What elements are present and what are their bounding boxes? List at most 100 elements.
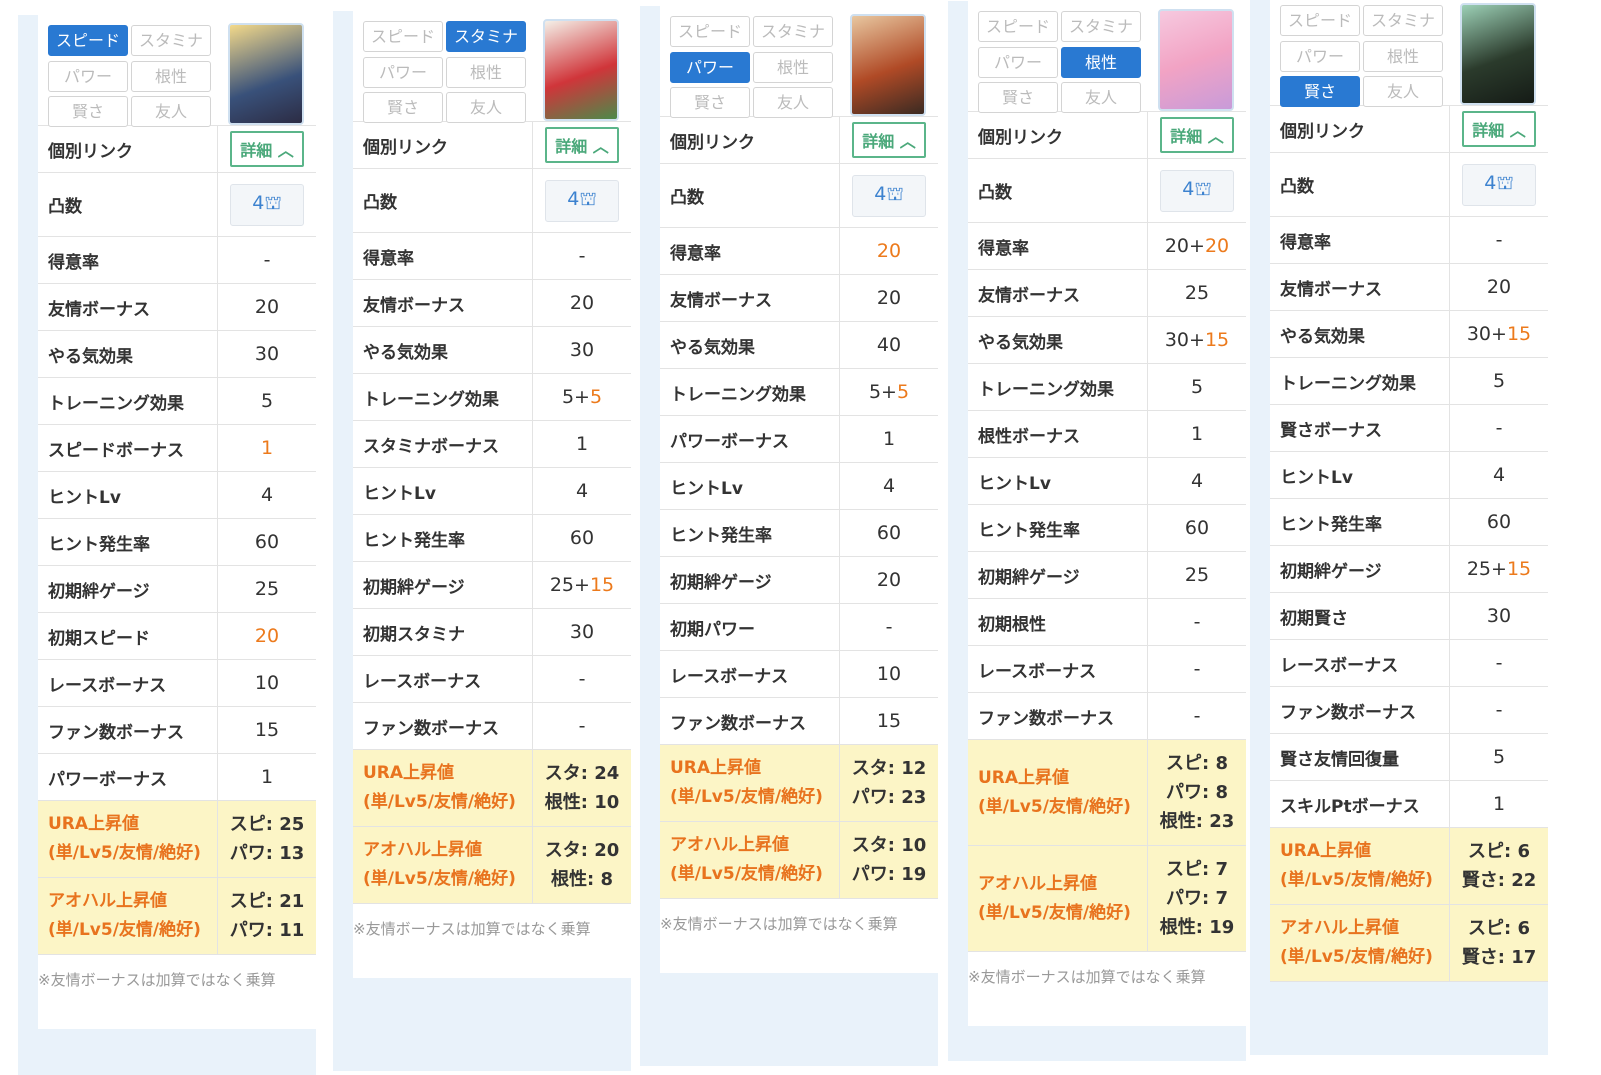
type-tab[interactable]: 賢さ <box>1280 76 1360 107</box>
row-label: ファン数ボーナス <box>968 693 1148 739</box>
type-tab[interactable]: 賢さ <box>670 87 750 118</box>
type-tab[interactable]: 友人 <box>1363 76 1443 107</box>
type-tab[interactable]: パワー <box>978 47 1058 78</box>
value-accent: 15 <box>1204 329 1230 351</box>
row-label: やる気効果 <box>353 327 533 373</box>
panel-header: スピード スタミナ パワー 根性 賢さ 友人 <box>968 1 1246 113</box>
row-value: 10 <box>218 660 316 706</box>
row-label: トレーニング効果 <box>38 378 218 424</box>
stat-row: やる気効果 30 <box>38 331 316 378</box>
type-tab[interactable]: パワー <box>670 52 750 83</box>
stat-row: 得意率 20+ 20 <box>968 223 1246 270</box>
stat-row: ヒントLv 4 <box>1270 452 1548 499</box>
bonus-value: パワ: 11 <box>229 920 305 941</box>
row-value: 4 <box>1450 452 1548 498</box>
row-label: ヒント発生率 <box>660 510 840 556</box>
type-tab[interactable]: 友人 <box>131 96 211 127</box>
type-tab[interactable]: 根性 <box>446 57 526 88</box>
type-tab[interactable]: 友人 <box>1061 82 1141 113</box>
type-tab[interactable]: パワー <box>1280 41 1360 72</box>
stat-row: 友情ボーナス 20 <box>353 280 631 327</box>
type-tab[interactable]: 根性 <box>131 61 211 92</box>
type-tab[interactable]: 賢さ <box>363 92 443 123</box>
row-value: 15 <box>218 707 316 753</box>
card-image <box>850 14 926 116</box>
row-value: - <box>218 237 316 283</box>
type-tab[interactable]: スピード <box>978 11 1058 42</box>
bonus-title: アオハル上昇値 <box>670 835 789 855</box>
row-label: 個別リンク <box>1270 106 1450 152</box>
detail-button[interactable]: 詳細 ︿ <box>545 127 619 163</box>
row-label: スキルPtボーナス <box>1270 781 1450 827</box>
bonus-value: 根性: 8 <box>551 869 613 890</box>
type-tab[interactable]: スピード <box>48 25 128 56</box>
row-label: ヒントLv <box>38 472 218 518</box>
detail-button[interactable]: 詳細 ︿ <box>852 122 926 158</box>
row-label: パワーボーナス <box>38 754 218 800</box>
value: 60 <box>876 522 902 544</box>
row-value: 1 <box>218 754 316 800</box>
stat-row: レースボーナス 10 <box>660 651 938 698</box>
bonus-value: 根性: 19 <box>1159 917 1235 938</box>
stat-row: パワーボーナス 1 <box>38 754 316 801</box>
type-tab[interactable]: スピード <box>670 16 750 47</box>
stat-row: ファン数ボーナス - <box>968 693 1246 740</box>
row-value: 5 <box>1450 734 1548 780</box>
type-tab[interactable]: スタミナ <box>753 16 833 47</box>
type-tab[interactable]: スタミナ <box>1363 5 1443 36</box>
limit-row: 凸数 4⛫ <box>660 164 938 228</box>
detail-button[interactable]: 詳細 ︿ <box>1462 111 1536 147</box>
bonus-value: パワ: 8 <box>1166 782 1228 803</box>
value: - <box>578 668 586 690</box>
type-tab[interactable]: スタミナ <box>1061 11 1141 42</box>
value: 60 <box>569 527 595 549</box>
type-tab[interactable]: スピード <box>363 21 443 52</box>
bonus-label: アオハル上昇値 (単/Lv5/友情/絶好) <box>1270 905 1450 981</box>
row-value: 5+ 5 <box>840 369 938 415</box>
row-value: - <box>1450 217 1548 263</box>
type-tab[interactable]: 根性 <box>1061 47 1141 78</box>
type-tab[interactable]: 友人 <box>753 87 833 118</box>
row-value: 4 <box>218 472 316 518</box>
detail-button[interactable]: 詳細 ︿ <box>230 131 304 167</box>
row-label: パワーボーナス <box>660 416 840 462</box>
type-tab[interactable]: スタミナ <box>446 21 526 52</box>
bonus-row: アオハル上昇値 (単/Lv5/友情/絶好) スタ: 10 パワ: 19 <box>660 822 938 899</box>
limit-row: 凸数 4⛫ <box>1270 153 1548 217</box>
value-accent: 15 <box>1506 558 1532 580</box>
value: 5 <box>260 390 274 412</box>
stat-row: 得意率 - <box>1270 217 1548 264</box>
stat-row: やる気効果 40 <box>660 322 938 369</box>
limit-break: 4⛫ <box>545 179 619 222</box>
row-label: 得意率 <box>353 233 533 279</box>
type-tab[interactable]: 根性 <box>753 52 833 83</box>
page: {"tabs": ["スピード", "スタミナ", "パワー", "根性", "… <box>18 0 1548 1075</box>
bonus-values: スタ: 20 根性: 8 <box>533 827 631 903</box>
row-label: ヒント発生率 <box>1270 499 1450 545</box>
row-label: 賢さボーナス <box>1270 405 1450 451</box>
row-label: やる気効果 <box>968 317 1148 363</box>
stat-row: 根性ボーナス 1 <box>968 411 1246 458</box>
type-tab[interactable]: 根性 <box>1363 41 1443 72</box>
row-label: 得意率 <box>38 237 218 283</box>
value: 60 <box>254 531 280 553</box>
type-tab[interactable]: パワー <box>48 61 128 92</box>
type-tab[interactable]: スタミナ <box>131 25 211 56</box>
type-tab[interactable]: パワー <box>363 57 443 88</box>
detail-button[interactable]: 詳細 ︿ <box>1160 117 1234 153</box>
type-tab[interactable]: 友人 <box>446 92 526 123</box>
row-value: 30 <box>533 327 631 373</box>
type-tab[interactable]: 賢さ <box>48 96 128 127</box>
stat-row: パワーボーナス 1 <box>660 416 938 463</box>
type-tab[interactable]: スピード <box>1280 5 1360 36</box>
stat-row: トレーニング効果 5 <box>1270 358 1548 405</box>
row-label: ヒント発生率 <box>968 505 1148 551</box>
row-label: ヒントLv <box>353 468 533 514</box>
row-label: 凸数 <box>1270 153 1450 216</box>
bonus-title: URA上昇値 <box>1280 841 1372 861</box>
row-label: ヒントLv <box>660 463 840 509</box>
value: 1 <box>575 433 589 455</box>
stat-row: ファン数ボーナス - <box>353 703 631 750</box>
row-label: トレーニング効果 <box>353 374 533 420</box>
type-tab[interactable]: 賢さ <box>978 82 1058 113</box>
